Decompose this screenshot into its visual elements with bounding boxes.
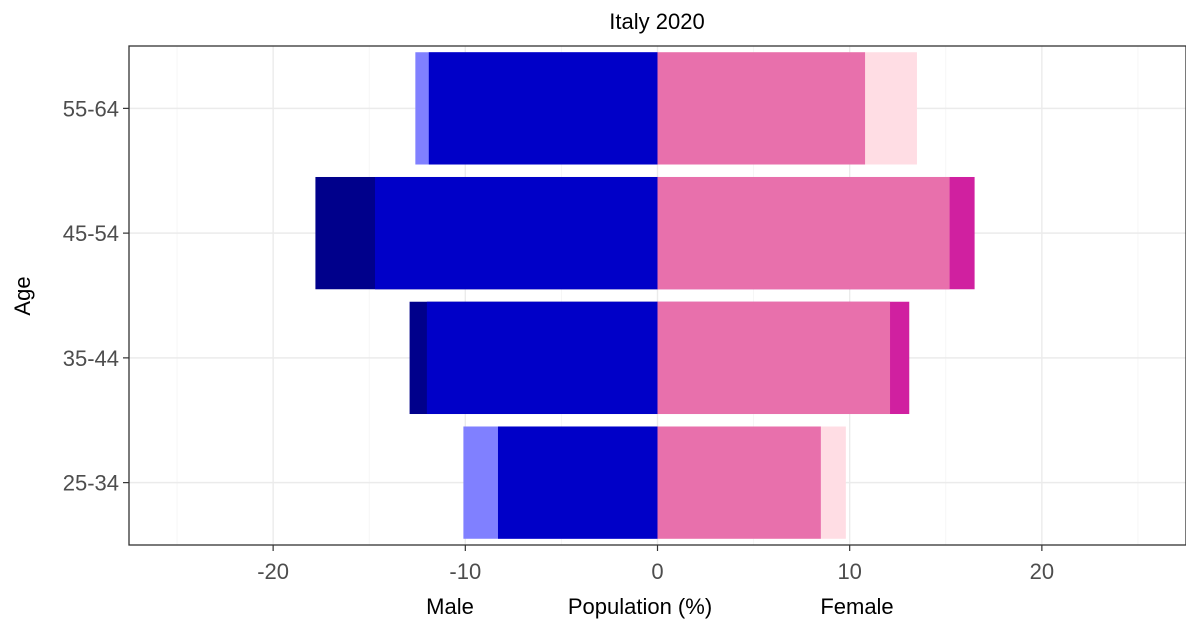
x-tick-label: 20 xyxy=(1030,559,1054,584)
x-axis: -20 -10 0 10 20 xyxy=(257,545,1054,584)
bar-female-25-34 xyxy=(657,426,821,539)
y-tick-label: 45-54 xyxy=(63,221,119,246)
bar-male-25-34 xyxy=(497,426,658,539)
y-tick-label: 25-34 xyxy=(63,471,119,496)
y-axis-title: Age xyxy=(10,276,35,315)
x-axis-title: Population (%) xyxy=(568,594,712,619)
x-axis-male-label: Male xyxy=(426,594,474,619)
y-axis: 25-34 35-44 45-54 55-64 xyxy=(63,96,129,496)
x-axis-female-label: Female xyxy=(820,594,893,619)
x-tick-label: -20 xyxy=(257,559,289,584)
bar-male-35-44 xyxy=(426,301,658,415)
bar-male-55-64 xyxy=(428,52,658,165)
bar-male-45-54 xyxy=(374,176,658,290)
bar-female-35-44 xyxy=(657,301,891,415)
y-tick-label: 55-64 xyxy=(63,96,119,121)
bars-group xyxy=(315,52,975,539)
bar-female-45-54 xyxy=(657,176,950,290)
x-tick-label: 10 xyxy=(837,559,861,584)
x-tick-label: -10 xyxy=(449,559,481,584)
chart-title: Italy 2020 xyxy=(609,9,704,34)
bar-female-55-64 xyxy=(657,52,866,165)
y-tick-label: 35-44 xyxy=(63,346,119,371)
x-tick-label: 0 xyxy=(651,559,663,584)
